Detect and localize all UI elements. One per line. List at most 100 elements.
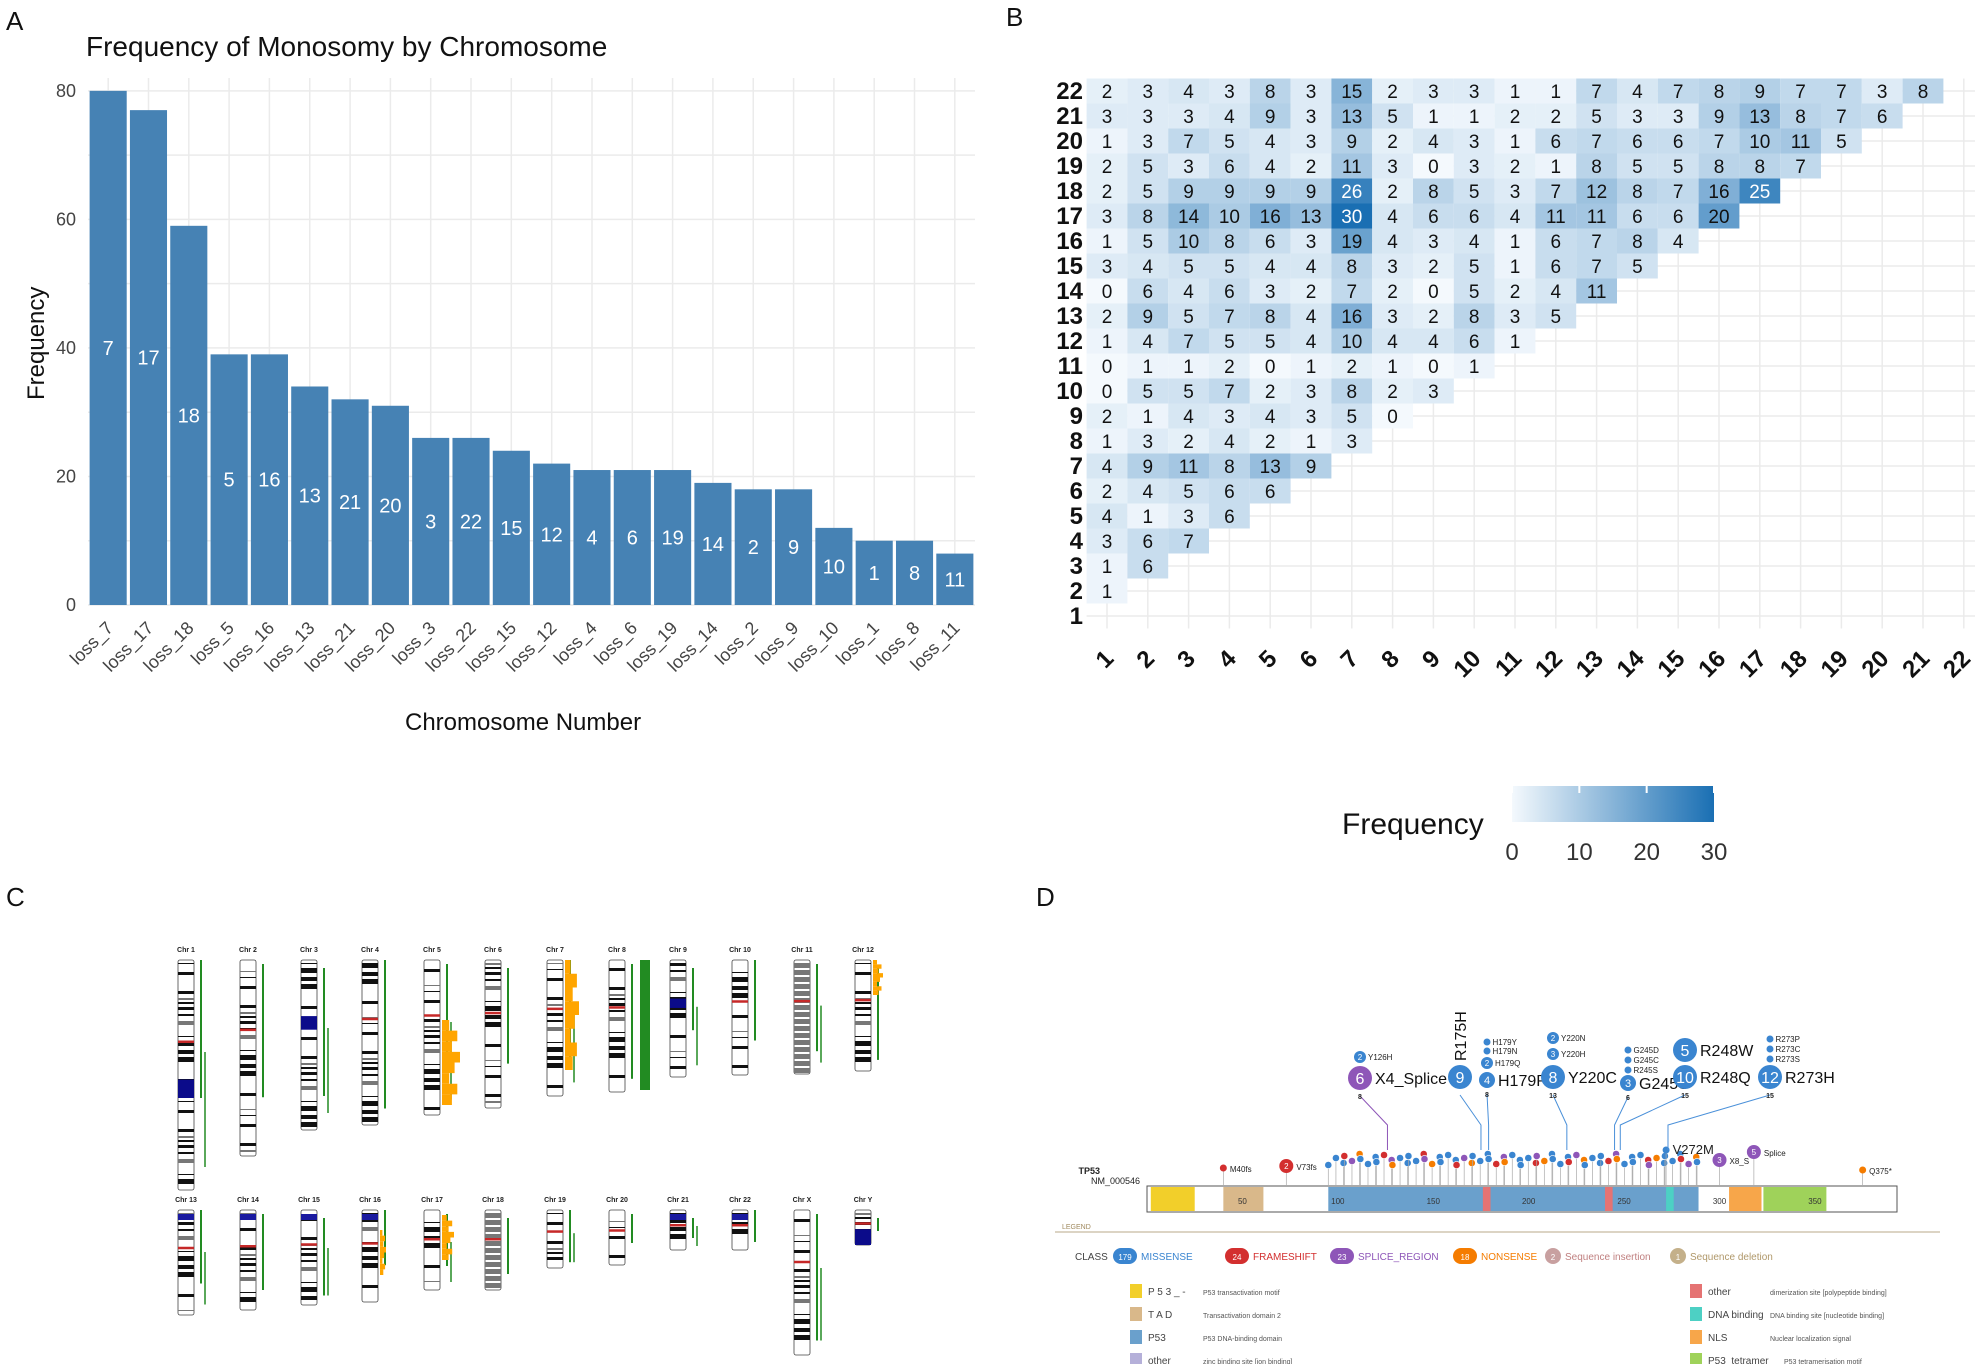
- chromosome-band: [362, 1051, 378, 1054]
- heatmap-cell: [1127, 453, 1169, 479]
- bar: [533, 463, 571, 605]
- heatmap-cell: [1739, 153, 1781, 179]
- mutation-label: R248Q: [1700, 1070, 1751, 1087]
- bar: [210, 354, 248, 605]
- heatmap-y-tick-label: 16: [1056, 228, 1083, 255]
- heatmap-cell-label: 19: [1341, 232, 1362, 253]
- heatmap-cell-label: 4: [1102, 507, 1113, 528]
- mutation-label: H179N: [1493, 1047, 1518, 1056]
- protein-axis-tick: 250: [1617, 1197, 1631, 1206]
- chromosome-band: [240, 1124, 256, 1127]
- heatmap-cell-label: 9: [1143, 457, 1154, 478]
- heatmap-cell: [1086, 178, 1128, 204]
- heatmap-cell-label: 5: [1469, 282, 1480, 303]
- heatmap-cell-label: 2: [1387, 132, 1398, 153]
- heatmap-cell-label: 3: [1306, 232, 1317, 253]
- heatmap-cell-label: 2: [1428, 307, 1439, 328]
- heatmap-cell-label: 5: [1387, 107, 1398, 128]
- domain-desc: DNA binding site [nucleotide binding]: [1770, 1313, 1884, 1320]
- mutation-leader-line: [1619, 1094, 1686, 1150]
- heatmap-cell: [1617, 203, 1658, 229]
- loss-track-thick: [640, 960, 650, 1090]
- heatmap-cell: [1086, 328, 1128, 354]
- chromosome-band: [240, 1093, 256, 1096]
- chromosome-band: [178, 1310, 194, 1311]
- class-label: CLASS: [1075, 1252, 1108, 1263]
- bar-y-tick-label: 0: [66, 595, 76, 615]
- heatmap-cell-label: 3: [1143, 132, 1154, 153]
- heatmap-cell: [1168, 303, 1209, 329]
- heatmap-cell-label: 8: [1714, 82, 1725, 103]
- mutation-dot: [1620, 1075, 1636, 1091]
- heatmap-cell-label: 4: [1306, 257, 1317, 278]
- heatmap-cell: [1290, 178, 1332, 204]
- chromosome-band: [178, 1236, 194, 1240]
- heatmap-cell-label: 1: [1306, 432, 1317, 453]
- domain-swatch: [1690, 1307, 1702, 1321]
- heatmap-cell-label: 14: [1178, 207, 1200, 228]
- chromosome-band: [670, 992, 686, 993]
- gain-segment: [442, 1237, 451, 1244]
- gain-segment: [442, 1051, 460, 1063]
- heatmap-cell: [1086, 428, 1128, 454]
- heatmap-cell: [1209, 328, 1250, 354]
- chromosome-band: [178, 1140, 194, 1142]
- heatmap-y-tick-label: 9: [1070, 403, 1083, 430]
- chromosome-band: [794, 1280, 810, 1282]
- heatmap-cell: [1086, 228, 1128, 254]
- mutation-dot: [1444, 1151, 1453, 1159]
- class-name: FRAMESHIFT: [1253, 1252, 1317, 1263]
- mutation-dot: [1624, 1066, 1632, 1074]
- chromosome-label: Chr 21: [667, 1197, 689, 1204]
- heatmap-cell-label: 11: [1791, 132, 1811, 153]
- heatmap-cell: [1086, 503, 1128, 529]
- chromosome-band: [178, 1251, 194, 1252]
- domain-swatch: [1130, 1330, 1142, 1344]
- chromosome-band: [362, 1285, 378, 1288]
- chromosome-band: [547, 1020, 563, 1022]
- gain-segment: [380, 1235, 386, 1242]
- gain-segment: [565, 1056, 573, 1070]
- chromosome-band: [240, 1143, 256, 1146]
- gain-segment: [380, 1246, 386, 1253]
- heatmap-cell: [1290, 428, 1332, 454]
- heatmap-cell: [1168, 153, 1209, 179]
- gain-segment: [873, 968, 879, 974]
- heatmap-cell-label: 6: [1428, 207, 1439, 228]
- domain-swatch: [1130, 1307, 1142, 1321]
- heatmap-cell-label: 1: [1306, 357, 1317, 378]
- heatmap-cell: [1372, 153, 1413, 179]
- chromosome-band: [240, 1055, 256, 1060]
- blue-region: [178, 1214, 194, 1220]
- class-pill: [1225, 1248, 1249, 1264]
- heatmap-cell-label: 2: [1306, 282, 1317, 303]
- mutation-count: 2: [1551, 1034, 1556, 1043]
- heatmap-cell: [1209, 203, 1250, 229]
- heatmap-cell-label: 1: [1102, 557, 1113, 578]
- chromosome-body: [608, 959, 626, 1093]
- chromosome-band: [732, 1229, 748, 1234]
- heatmap-cell: [1168, 278, 1209, 304]
- heatmap-cell-label: 2: [1551, 107, 1562, 128]
- chromosome-band: [794, 1047, 810, 1052]
- chromosome-band: [670, 1066, 686, 1069]
- chromosome-band: [301, 1122, 317, 1127]
- class-name: SPLICE_REGION: [1358, 1252, 1439, 1263]
- heatmap-cell: [1168, 178, 1209, 204]
- chromosome-band: [794, 1276, 810, 1278]
- bar: [170, 225, 208, 605]
- mutation-subcount: 15: [1681, 1093, 1689, 1100]
- heatmap-cell-label: 4: [1387, 332, 1398, 353]
- heatmap-cell: [1453, 128, 1495, 154]
- heatmap-cell-label: 6: [1632, 132, 1643, 153]
- chromosome-band: [670, 1006, 686, 1010]
- chromosome-band: [362, 1256, 378, 1260]
- heatmap-cell: [1209, 478, 1250, 504]
- heatmap-cell: [1086, 278, 1128, 304]
- chromosome-band: [362, 1096, 378, 1097]
- chromosome-band: [794, 984, 810, 989]
- heatmap-cell: [1209, 403, 1250, 429]
- heatmap-cell: [1168, 228, 1209, 254]
